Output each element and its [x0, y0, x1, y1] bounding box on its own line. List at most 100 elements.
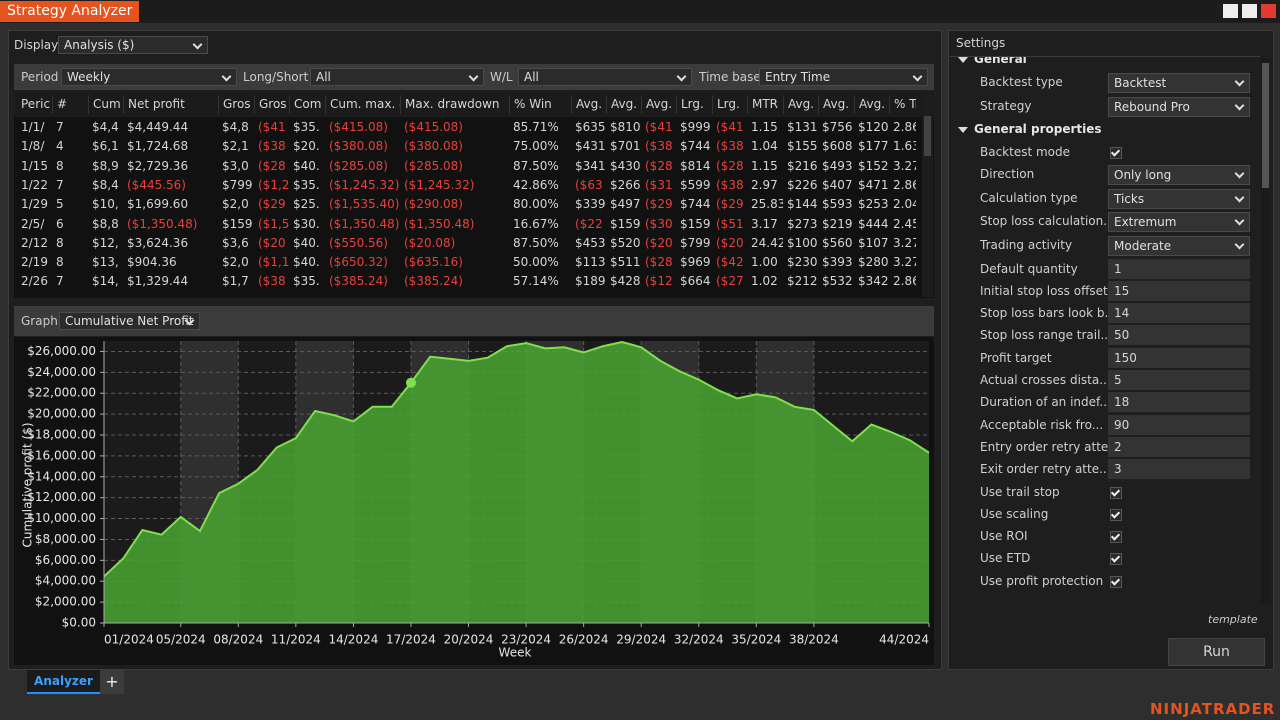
- column-header[interactable]: Avg.: [571, 95, 606, 114]
- display-label: Display: [14, 38, 59, 52]
- check-mark: [1110, 486, 1121, 497]
- column-header[interactable]: Gros: [218, 95, 254, 114]
- filter-dropdown[interactable]: Entry Time: [759, 68, 928, 86]
- table-cell: 1/15: [21, 158, 48, 173]
- display-dropdown[interactable]: Analysis ($): [58, 36, 208, 54]
- setting-dropdown[interactable]: Only long: [1108, 165, 1250, 186]
- analyzer-tab[interactable]: Analyzer: [27, 670, 100, 694]
- table-cell: ($1,535.40): [329, 197, 400, 212]
- section-header[interactable]: General properties: [974, 121, 1102, 136]
- setting-checkbox[interactable]: [1110, 508, 1122, 521]
- setting-dropdown[interactable]: Extremum: [1108, 212, 1250, 233]
- table-cell: ($38: [258, 274, 286, 289]
- table-cell: 3.27: [893, 235, 916, 250]
- run-button[interactable]: Run: [1168, 638, 1265, 666]
- table-cell: ($385.24): [329, 274, 388, 289]
- table-cell: ($38: [258, 139, 286, 154]
- setting-input[interactable]: 90: [1108, 414, 1250, 435]
- setting-dropdown[interactable]: Backtest: [1108, 73, 1250, 94]
- close-button[interactable]: [1261, 4, 1276, 18]
- table-cell: $40.: [293, 235, 320, 250]
- table-cell: ($1,350.48): [404, 216, 475, 231]
- column-header[interactable]: Cum. max. c: [325, 95, 400, 114]
- filter-dropdown[interactable]: All: [518, 68, 692, 86]
- table-cell: 3.17: [751, 216, 778, 231]
- setting-input[interactable]: 3: [1108, 459, 1250, 480]
- setting-input[interactable]: 50: [1108, 325, 1250, 346]
- column-header[interactable]: Lrg.: [712, 95, 747, 114]
- column-header[interactable]: % Tr: [889, 95, 916, 114]
- table-cell: 16.67%: [513, 216, 559, 231]
- setting-input[interactable]: 5: [1108, 370, 1250, 390]
- table-cell: 7: [56, 120, 64, 134]
- column-header[interactable]: Cum: [88, 95, 123, 114]
- column-header[interactable]: Gros: [254, 95, 289, 114]
- table-cell: $511: [610, 255, 641, 270]
- setting-checkbox[interactable]: [1110, 531, 1122, 544]
- section-header[interactable]: General: [974, 57, 1027, 66]
- setting-input[interactable]: 15: [1108, 280, 1250, 301]
- table-cell: 1/22: [21, 177, 48, 192]
- x-axis-label: Week: [499, 646, 532, 660]
- column-header[interactable]: Com: [289, 95, 325, 114]
- table-cell: $8,4: [92, 177, 119, 192]
- table-cell: $100: [787, 235, 818, 250]
- graph-dropdown[interactable]: Cumulative Net Profit: [59, 312, 200, 330]
- column-header[interactable]: Avg.: [818, 95, 854, 114]
- column-header[interactable]: #: [52, 95, 88, 114]
- table-cell: $520: [610, 235, 641, 250]
- table-cell: ($380.08): [329, 139, 388, 154]
- column-header[interactable]: Avg.: [854, 95, 889, 114]
- table-cell: $2,729.36: [127, 158, 189, 173]
- column-header[interactable]: Avg.: [606, 95, 641, 114]
- column-header[interactable]: MTR: [747, 95, 783, 114]
- filter-dropdown[interactable]: Weekly: [61, 68, 237, 86]
- table-cell: ($385.24): [404, 274, 463, 289]
- setting-dropdown[interactable]: Moderate: [1108, 235, 1250, 256]
- column-header[interactable]: Lrg.: [676, 95, 712, 114]
- setting-dropdown[interactable]: Rebound Pro: [1108, 96, 1250, 117]
- filter-dropdown[interactable]: All: [310, 68, 484, 86]
- column-header[interactable]: Net profit: [123, 95, 218, 114]
- table-cell: $2,0: [222, 197, 249, 212]
- table-cell: $430: [610, 158, 641, 173]
- restore-button[interactable]: [1242, 4, 1257, 18]
- y-tick-label: $2,000.00: [35, 595, 96, 609]
- setting-input[interactable]: 150: [1108, 347, 1250, 368]
- setting-input[interactable]: 18: [1108, 392, 1250, 413]
- table-scrollbar[interactable]: [922, 94, 933, 297]
- table-cell: $155: [787, 139, 818, 154]
- setting-checkbox[interactable]: [1110, 486, 1122, 499]
- check-mark: [1110, 553, 1121, 563]
- table-cell: $159: [680, 216, 711, 231]
- column-header[interactable]: Avg.: [783, 95, 818, 114]
- table-cell: ($28: [258, 158, 286, 173]
- setting-input[interactable]: 1: [1108, 258, 1250, 279]
- table-cell: $35.: [293, 177, 320, 192]
- table-cell: $635: [575, 120, 606, 134]
- table-cell: $226: [787, 177, 818, 192]
- table-cell: $35.: [293, 274, 320, 289]
- table-cell: ($29: [258, 197, 286, 212]
- setting-input[interactable]: 2: [1108, 436, 1250, 457]
- table-cell: $608: [822, 139, 853, 154]
- table-cell: ($20.08): [404, 235, 456, 250]
- column-header[interactable]: % Win: [509, 95, 571, 114]
- table-cell: ($38: [645, 139, 673, 154]
- column-header[interactable]: Peric: [21, 97, 51, 111]
- x-tick-label: 05/2024: [156, 633, 206, 647]
- column-header[interactable]: Avg.: [641, 95, 676, 114]
- setting-checkbox[interactable]: [1110, 575, 1122, 588]
- add-tab[interactable]: +: [100, 670, 124, 694]
- column-header[interactable]: Max. drawdown: [400, 95, 509, 114]
- setting-checkbox[interactable]: [1110, 553, 1122, 566]
- setting-checkbox[interactable]: [1110, 146, 1122, 159]
- setting-label: Acceptable risk fro...: [980, 417, 1104, 432]
- setting-input[interactable]: 14: [1108, 303, 1250, 324]
- setting-dropdown[interactable]: Ticks: [1108, 188, 1250, 209]
- minimize-button[interactable]: [1223, 4, 1238, 18]
- settings-scrollbar[interactable]: [1261, 58, 1270, 603]
- table-cell: 87.50%: [513, 235, 559, 250]
- x-tick-label: 23/2024: [501, 633, 551, 647]
- table-cell: $799: [222, 177, 253, 192]
